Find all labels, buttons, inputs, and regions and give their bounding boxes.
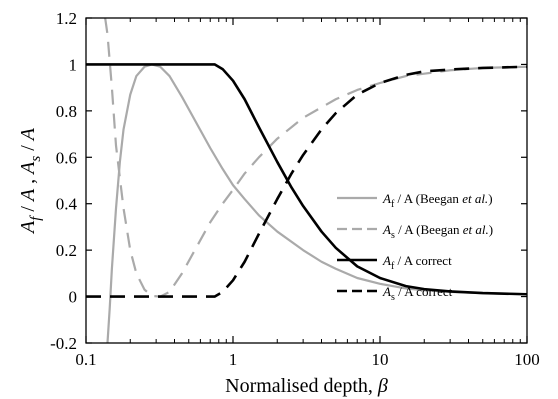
y-title-sub-f: f	[28, 215, 44, 221]
legend-text-end: )	[488, 191, 492, 206]
y-title-sub-s: s	[28, 156, 44, 162]
legend-text-end: )	[489, 222, 493, 237]
y-tick-label: 0	[69, 288, 78, 307]
legend-label-1: Af / A (Beegan et al.)	[382, 191, 493, 210]
y-axis-title: Af / A , As / A	[17, 127, 44, 235]
legend-text-main: / A correct	[395, 284, 453, 299]
y-tick-label: 1	[69, 55, 78, 74]
series-layer	[86, 18, 527, 343]
y-tick-label: 0.2	[56, 241, 77, 260]
legend-symbol: A	[382, 191, 391, 206]
legend-symbol: A	[382, 284, 391, 299]
series-line-1	[106, 63, 527, 343]
x-axis-title-symbol: β	[377, 375, 388, 397]
x-tick-label: 100	[514, 350, 540, 369]
legend-label-3: Af / A correct	[382, 253, 452, 272]
x-tick-label: 0.1	[75, 350, 96, 369]
y-tick-label: 0.6	[56, 148, 77, 167]
y-title-slash1: /	[17, 201, 39, 217]
x-axis-title: Normalised depth, β	[225, 375, 388, 397]
y-title-slash2: /	[17, 140, 39, 156]
y-tick-label: 0.8	[56, 102, 77, 121]
y-tick-label: -0.2	[50, 334, 77, 353]
legend-text-italic: et al.	[462, 191, 488, 206]
x-tick-label: 10	[372, 350, 389, 369]
legend-symbol: A	[382, 222, 391, 237]
y-title-a2: A	[17, 188, 39, 203]
legend-subscript: f	[391, 261, 395, 272]
series-line-2	[104, 18, 527, 298]
y-tick-label: 0.4	[56, 195, 78, 214]
y-title-a3: A	[17, 161, 39, 176]
legend-label-4: As / A correct	[382, 284, 453, 303]
legend-symbol: A	[382, 253, 391, 268]
legend-subscript: s	[391, 230, 395, 241]
legend-text-main: / A (Beegan	[394, 191, 462, 206]
series-line-3	[86, 63, 527, 296]
y-tick-label: 1.2	[56, 9, 77, 28]
legend: Af / A (Beegan et al.)As / A (Beegan et …	[337, 191, 493, 303]
legend-text-italic: et al.	[463, 222, 489, 237]
plot-area-frame	[85, 17, 528, 344]
y-title-comma: ,	[17, 174, 39, 189]
y-title-a4: A	[17, 127, 39, 142]
y-title-a1: A	[17, 220, 39, 235]
legend-text-main: / A correct	[394, 253, 452, 268]
legend-text-main: / A (Beegan	[395, 222, 463, 237]
x-tick-label: 1	[229, 350, 238, 369]
legend-subscript: f	[391, 199, 395, 210]
series-line-4	[86, 65, 527, 298]
legend-subscript: s	[391, 292, 395, 303]
axis-ticks: -0.2 0 0.2 0.4 0.6 0.8 1 1.2 0.1 1 10 100	[50, 9, 540, 369]
legend-label-2: As / A (Beegan et al.)	[382, 222, 493, 241]
